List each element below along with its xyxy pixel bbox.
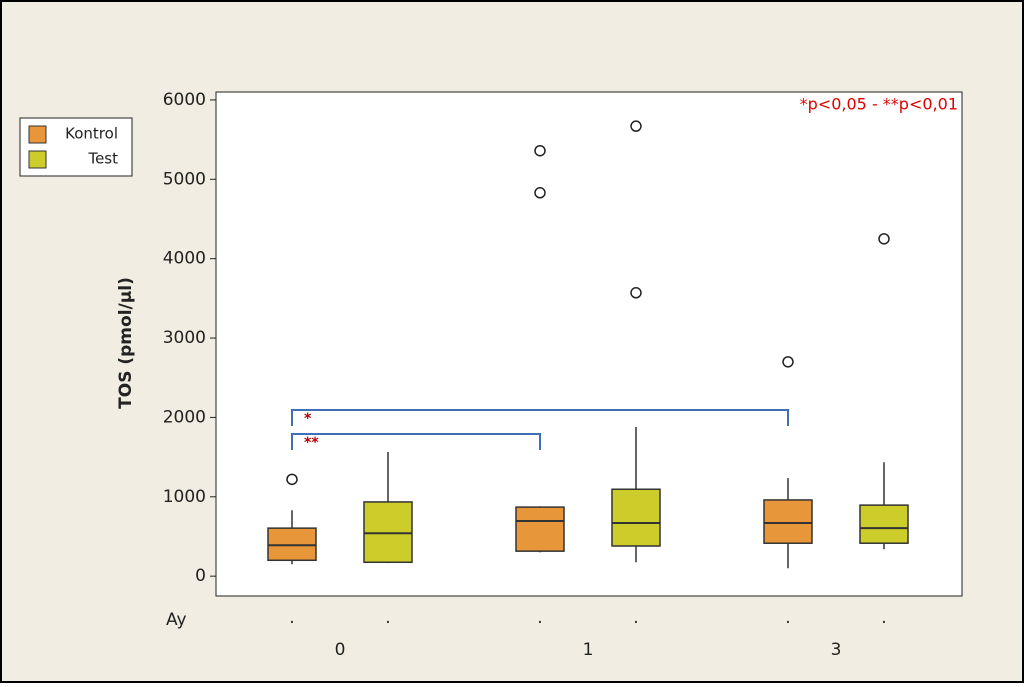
x-axis-label: Ay <box>166 610 187 630</box>
x-tick-label: 1 <box>583 640 594 660</box>
y-tick-label: 3000 <box>163 328 206 348</box>
box-tick-label: . <box>385 608 390 628</box>
box <box>363 501 413 564</box>
outlier <box>630 120 642 132</box>
y-tick-label: 6000 <box>163 90 206 110</box>
x-tick-label: 0 <box>335 640 346 660</box>
box <box>611 488 661 547</box>
box-tick-label: . <box>289 608 294 628</box>
significance-bracket <box>291 409 789 426</box>
box <box>859 504 909 544</box>
box-tick-label: . <box>537 608 542 628</box>
legend-label: Test <box>87 150 118 168</box>
box <box>763 499 813 544</box>
outlier <box>878 233 890 245</box>
outlier <box>534 187 546 199</box>
y-axis-label: TOS (pmol/µl) <box>116 277 136 409</box>
box <box>515 506 565 552</box>
outlier <box>286 473 298 486</box>
significance-bracket <box>291 433 541 450</box>
y-tick-label: 0 <box>195 566 206 586</box>
y-tick-label: 2000 <box>163 407 206 427</box>
plot-area <box>215 91 963 597</box>
note: *p<0,05 - **p<0,01 <box>800 95 958 114</box>
legend-swatch <box>28 125 47 144</box>
y-tick-label: 4000 <box>163 249 206 269</box>
box-tick-label: . <box>785 608 790 628</box>
box-tick-label: . <box>633 608 638 628</box>
outlier <box>534 144 546 157</box>
y-tick-label: 1000 <box>163 487 206 507</box>
box-tick-label: . <box>881 608 886 628</box>
significance-label: * <box>304 411 312 427</box>
y-tick-label: 5000 <box>163 169 206 189</box>
outlier <box>782 356 794 368</box>
significance-label: ** <box>304 435 319 451</box>
outlier <box>630 287 642 299</box>
legend-label: Kontrol <box>65 125 118 143</box>
legend-swatch <box>28 150 47 169</box>
x-tick-label: 3 <box>831 640 842 660</box>
